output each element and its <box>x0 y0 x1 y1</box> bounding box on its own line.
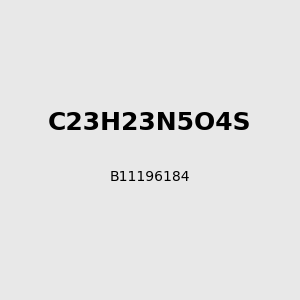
Text: B11196184: B11196184 <box>110 170 190 184</box>
Text: C23H23N5O4S: C23H23N5O4S <box>48 111 252 135</box>
